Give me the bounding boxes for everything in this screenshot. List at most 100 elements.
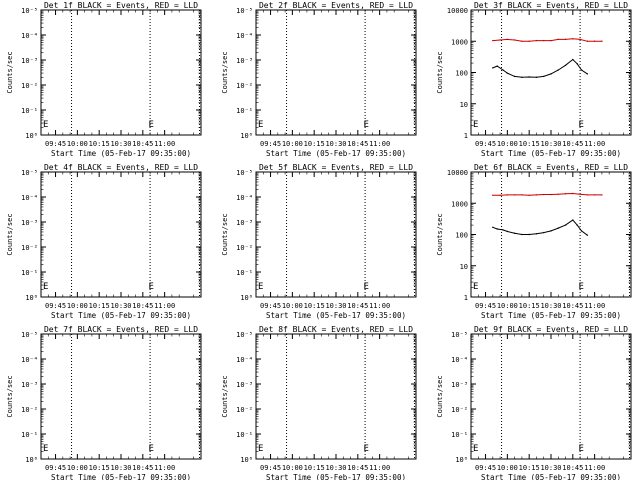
y-tick-label: 10⁰ xyxy=(240,132,253,140)
y-tick-label: 10000 xyxy=(447,169,468,177)
event-marker: E xyxy=(43,120,48,130)
chart-title: Det 7f BLACK = Events, RED = LLD xyxy=(44,325,198,334)
x-tick-label: 10:30 xyxy=(110,140,131,148)
event-marker: E xyxy=(579,282,584,292)
plot-frame xyxy=(40,9,202,136)
x-axis-label: Start Time (05-Feb-17 09:35:00) xyxy=(481,473,621,480)
y-tick-label: 10⁻⁴ xyxy=(21,356,38,364)
y-tick-label: 10⁻⁴ xyxy=(21,32,38,40)
series-line-1 xyxy=(492,58,588,78)
x-tick-label: 10:45 xyxy=(347,464,368,472)
y-tick-label: 10⁻² xyxy=(236,406,253,414)
series-point xyxy=(521,194,523,196)
y-tick-label: 10⁰ xyxy=(240,456,253,464)
event-marker: E xyxy=(43,282,48,292)
y-tick-label: 10⁻⁵ xyxy=(21,331,38,339)
y-axis-label: Counts/sec xyxy=(6,51,14,93)
series-point xyxy=(572,58,574,61)
y-tick-label: 10⁻³ xyxy=(236,381,253,389)
y-axis-label: Counts/sec xyxy=(6,213,14,255)
y-tick-label: 10⁻⁵ xyxy=(236,169,253,177)
y-tick-label: 10⁻¹ xyxy=(21,431,38,439)
series-line-2 xyxy=(492,38,602,42)
x-tick-label: 09:45 xyxy=(45,140,66,148)
series-point xyxy=(557,227,559,229)
x-tick-label: 10:15 xyxy=(89,302,110,310)
y-tick-label: 10⁻⁴ xyxy=(21,194,38,202)
plot-frame xyxy=(40,333,202,460)
x-tick-label: 11:00 xyxy=(369,140,390,148)
chart-title: Det 3f BLACK = Events, RED = LLD xyxy=(474,1,628,10)
chart-panel-4: Det 4f BLACK = Events, RED = LLD Counts/s… xyxy=(6,163,202,320)
y-tick-label: 10⁻⁵ xyxy=(21,7,38,15)
chart-title: Det 1f BLACK = Events, RED = LLD xyxy=(44,1,198,10)
y-tick-label: 10 xyxy=(460,101,468,109)
y-axis-label: Counts/sec xyxy=(436,375,444,417)
y-tick-label: 10⁻⁵ xyxy=(236,7,253,15)
x-tick-label: 10:00 xyxy=(67,302,88,310)
series-point xyxy=(502,229,504,231)
event-marker: E xyxy=(258,444,263,454)
series-point xyxy=(528,40,530,42)
series-point xyxy=(513,39,516,41)
series-point xyxy=(593,40,596,42)
x-tick-label: 10:45 xyxy=(562,302,583,310)
x-tick-label: 09:45 xyxy=(45,464,66,472)
y-tick-label: 10⁰ xyxy=(25,456,38,464)
x-axis-label: Start Time (05-Feb-17 09:35:00) xyxy=(481,311,621,320)
event-marker: E xyxy=(364,444,369,454)
series-point xyxy=(593,194,596,196)
series-point xyxy=(496,228,498,230)
x-tick-label: 10:30 xyxy=(540,302,561,310)
y-tick-label: 10⁻² xyxy=(21,244,38,252)
plot-frame xyxy=(470,9,632,136)
y-tick-label: 1000 xyxy=(451,200,468,208)
plot-frame xyxy=(255,171,417,298)
y-tick-label: 10⁻⁵ xyxy=(236,331,253,339)
series-point xyxy=(528,233,530,236)
series-point xyxy=(506,38,509,41)
y-tick-label: 10⁻³ xyxy=(21,57,38,65)
series-point xyxy=(580,69,583,71)
x-tick-label: 10:00 xyxy=(497,140,518,148)
series-point xyxy=(550,230,552,232)
series-point xyxy=(550,73,552,75)
series-point xyxy=(572,192,574,195)
series-point xyxy=(543,75,545,78)
series-point xyxy=(580,230,583,232)
series-line-2 xyxy=(492,192,602,196)
chart-title: Det 8f BLACK = Events, RED = LLD xyxy=(259,325,413,334)
x-tick-label: 10:45 xyxy=(562,464,583,472)
x-tick-label: 10:30 xyxy=(325,464,346,472)
y-tick-label: 10⁰ xyxy=(455,456,468,464)
event-marker: E xyxy=(43,444,48,454)
x-tick-label: 10:15 xyxy=(519,464,540,472)
series-point xyxy=(496,65,498,67)
x-tick-label: 10:00 xyxy=(282,464,303,472)
y-tick-label: 10⁻² xyxy=(21,82,38,90)
x-tick-label: 10:30 xyxy=(540,140,561,148)
x-tick-label: 10:30 xyxy=(325,140,346,148)
y-tick-label: 1 xyxy=(464,132,468,140)
x-tick-label: 10:45 xyxy=(562,140,583,148)
y-tick-label: 10⁻⁴ xyxy=(236,356,253,364)
y-tick-label: 10⁻¹ xyxy=(236,431,253,439)
x-tick-label: 10:00 xyxy=(67,464,88,472)
y-tick-label: 10⁰ xyxy=(25,132,38,140)
chart-panel-1: Det 1f BLACK = Events, RED = LLD Counts/s… xyxy=(6,1,202,158)
series-point xyxy=(499,194,501,196)
chart-title: Det 5f BLACK = Events, RED = LLD xyxy=(259,163,413,172)
x-axis-label: Start Time (05-Feb-17 09:35:00) xyxy=(51,473,191,480)
series-point xyxy=(601,194,603,196)
series-point xyxy=(579,193,581,195)
x-tick-label: 10:00 xyxy=(497,302,518,310)
x-tick-label: 10:30 xyxy=(110,464,131,472)
y-tick-label: 10⁻⁵ xyxy=(451,331,468,339)
y-tick-label: 10⁻⁴ xyxy=(236,32,253,40)
x-tick-label: 10:15 xyxy=(519,302,540,310)
series-point xyxy=(579,38,581,41)
x-tick-label: 11:00 xyxy=(154,140,175,148)
y-tick-label: 1 xyxy=(464,294,468,302)
event-marker: E xyxy=(473,444,478,454)
series-point xyxy=(521,76,523,79)
